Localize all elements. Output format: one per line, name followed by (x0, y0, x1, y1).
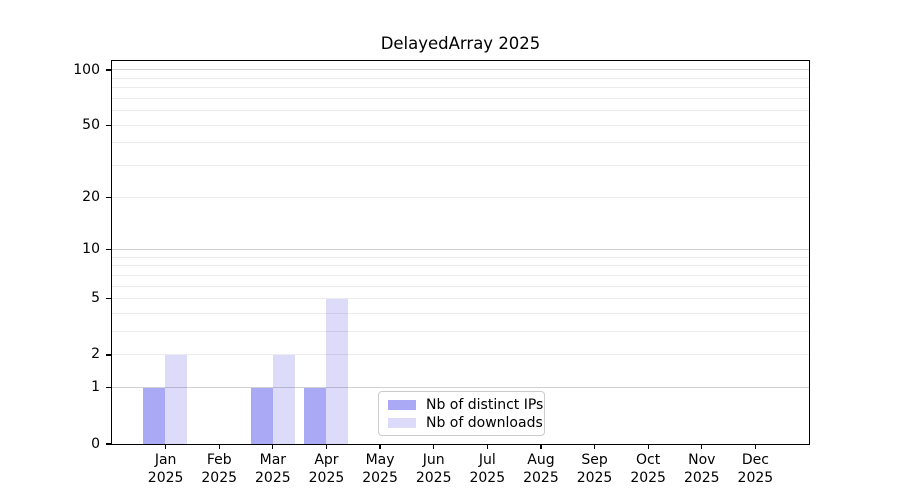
y-tick-label-2: 2 (91, 346, 100, 363)
y-tick-0 (106, 443, 111, 445)
x-tick-apr (325, 444, 328, 449)
x-tick-label-feb: Feb 2025 (201, 452, 238, 486)
gridline-60 (111, 110, 809, 112)
gridline-70 (111, 97, 809, 99)
y-tick-1 (106, 387, 111, 389)
x-tick-jan (165, 444, 167, 449)
y-tick-label-0: 0 (91, 435, 100, 452)
plot-area (110, 59, 810, 445)
legend-label-distinct-ips: Nb of distinct IPs (426, 396, 544, 413)
x-tick-label-mar: Mar 2025 (255, 452, 291, 486)
x-tick-dec (754, 444, 756, 449)
gridline-8 (111, 265, 809, 267)
bar-downloads-jan (165, 354, 188, 444)
gridline-6 (111, 285, 809, 287)
gridline-30 (111, 165, 809, 166)
legend-item-distinct-ips: Nb of distinct IPs (388, 397, 543, 413)
legend: Nb of distinct IPs Nb of downloads (378, 391, 545, 436)
gridline-5 (111, 298, 809, 300)
y-tick-5 (106, 298, 111, 300)
gridline-10 (111, 248, 809, 250)
gridline-7 (111, 274, 809, 276)
bar-distinct-ips-apr (304, 387, 327, 444)
gridline-9 (111, 256, 809, 258)
legend-swatch-downloads (388, 417, 416, 428)
x-tick-label-nov: Nov 2025 (683, 452, 720, 486)
y-tick-label-5: 5 (91, 290, 100, 307)
y-tick-2 (106, 354, 111, 356)
x-tick-sep (593, 444, 596, 449)
y-tick-100 (106, 69, 111, 71)
x-tick-mar (272, 444, 274, 449)
gridline-4 (111, 312, 809, 314)
bar-downloads-apr (326, 298, 349, 444)
y-tick-label-10: 10 (82, 241, 100, 258)
gridline-3 (111, 330, 809, 332)
gridline-1 (111, 387, 809, 389)
gridline-80 (111, 87, 809, 89)
y-tick-label-50: 50 (82, 116, 100, 133)
x-tick-label-oct: Oct 2025 (630, 452, 666, 486)
x-tick-aug (540, 444, 542, 449)
x-tick-label-jan: Jan 2025 (147, 452, 184, 486)
gridline-50 (111, 124, 809, 126)
bar-distinct-ips-jan (143, 387, 166, 444)
bar-distinct-ips-mar (250, 387, 273, 444)
bar-downloads-mar (272, 354, 295, 444)
y-tick-50 (106, 124, 111, 126)
x-tick-label-jun: Jun 2025 (415, 452, 452, 486)
gridline-40 (111, 142, 809, 144)
x-tick-label-apr: Apr 2025 (308, 452, 345, 486)
y-tick-label-1: 1 (91, 379, 100, 396)
x-tick-label-may: May 2025 (362, 452, 398, 486)
x-tick-jul (486, 444, 488, 449)
y-tick-20 (106, 196, 111, 198)
legend-swatch-distinct-ips (388, 399, 416, 410)
x-tick-nov (701, 444, 703, 449)
x-tick-may (379, 444, 381, 449)
x-tick-label-dec: Dec 2025 (737, 452, 774, 486)
gridline-2 (111, 354, 809, 356)
bars-layer (112, 61, 809, 444)
chart-title: DelayedArray 2025 (380, 34, 541, 53)
gridline-100 (111, 69, 809, 71)
y-tick-label-100: 100 (73, 61, 100, 78)
x-tick-feb (218, 444, 220, 449)
gridline-20 (111, 196, 809, 198)
legend-item-downloads: Nb of downloads (388, 415, 543, 431)
y-tick-10 (106, 249, 111, 251)
x-tick-jun (433, 444, 435, 449)
y-tick-label-20: 20 (82, 188, 100, 205)
legend-label-downloads: Nb of downloads (426, 414, 543, 431)
x-tick-label-jul: Jul 2025 (469, 452, 506, 486)
gridline-90 (111, 77, 809, 79)
x-tick-label-sep: Sep 2025 (576, 452, 613, 486)
x-tick-oct (647, 444, 649, 449)
grid-layer (111, 61, 809, 444)
x-tick-label-aug: Aug 2025 (523, 452, 559, 486)
